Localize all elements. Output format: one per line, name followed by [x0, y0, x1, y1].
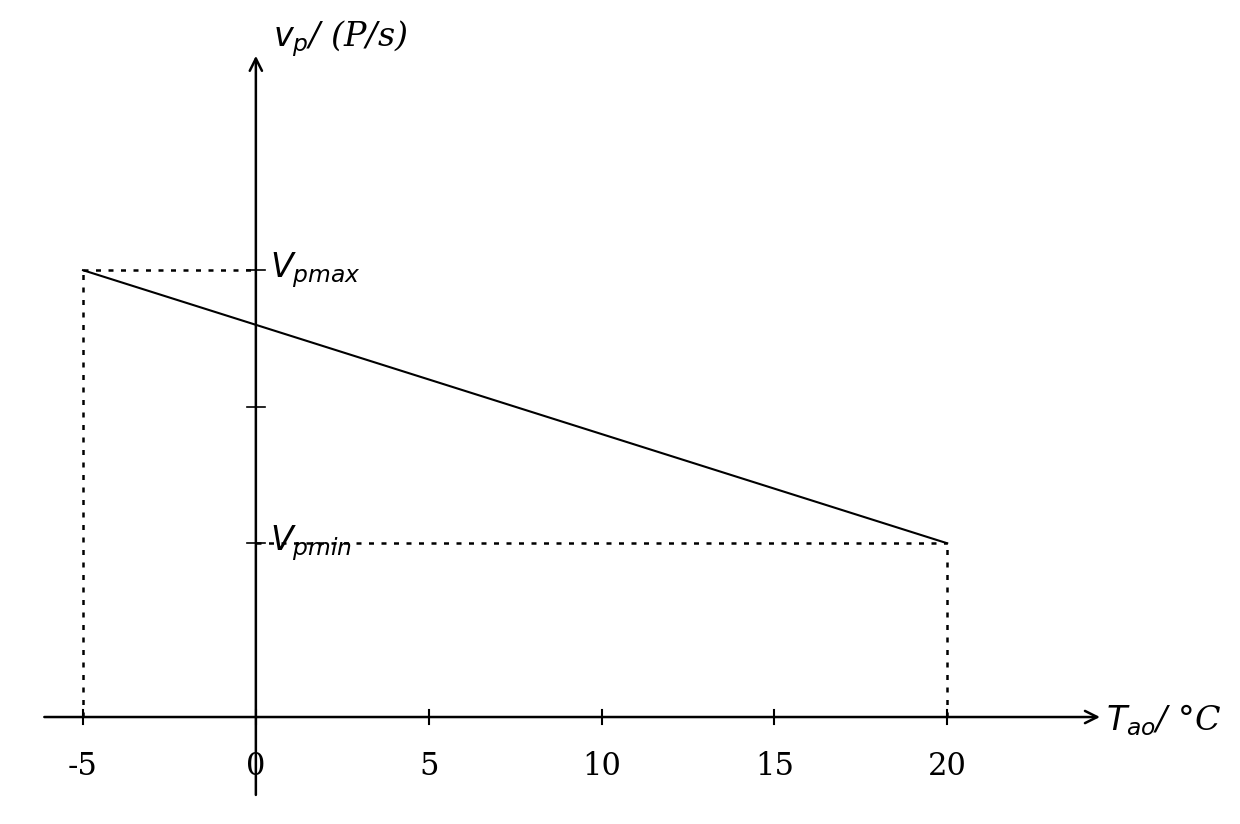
Text: $V_{pmin}$: $V_{pmin}$: [269, 523, 352, 563]
Text: $v_p$/ (P/s): $v_p$/ (P/s): [273, 18, 408, 59]
Text: 15: 15: [755, 751, 794, 782]
Text: $V_{pmax}$: $V_{pmax}$: [269, 250, 361, 290]
Text: -5: -5: [68, 751, 98, 782]
Text: 5: 5: [419, 751, 439, 782]
Text: $T_{ao}$/ °C: $T_{ao}$/ °C: [1106, 702, 1221, 738]
Text: 0: 0: [247, 751, 265, 782]
Text: 20: 20: [928, 751, 967, 782]
Text: 10: 10: [582, 751, 621, 782]
